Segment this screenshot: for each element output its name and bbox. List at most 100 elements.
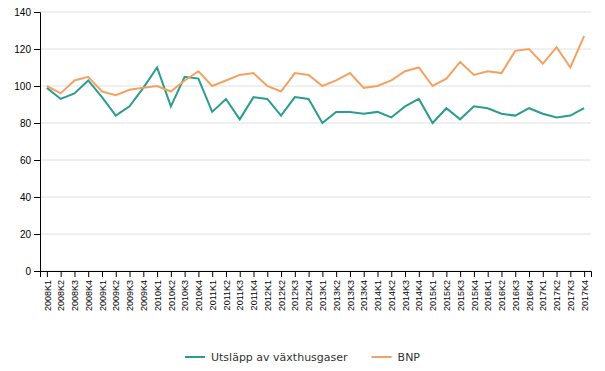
x-tick: 2008K1 bbox=[43, 271, 53, 311]
x-tick-mark bbox=[391, 271, 392, 277]
series-line bbox=[47, 68, 584, 124]
x-tick: 2013K2 bbox=[332, 271, 342, 311]
x-tick-label: 2013K2 bbox=[332, 280, 342, 311]
y-tick-mark bbox=[34, 123, 40, 124]
plot: 0204060801001201402008K12008K22008K32008… bbox=[14, 7, 591, 311]
x-tick-label: 2008K4 bbox=[84, 280, 94, 311]
x-tick-label: 2017K4 bbox=[580, 280, 590, 311]
x-axis-line bbox=[41, 272, 592, 278]
x-tick-label: 2009K1 bbox=[98, 280, 108, 311]
y-tick-mark bbox=[34, 271, 40, 272]
x-tick-mark bbox=[267, 271, 268, 277]
x-tick: 2015K4 bbox=[470, 271, 480, 311]
y-tick-mark bbox=[34, 12, 40, 13]
x-tick-mark bbox=[240, 271, 241, 277]
x-tick-mark bbox=[474, 271, 475, 277]
x-tick: 2015K1 bbox=[428, 271, 438, 311]
x-tick: 2011K1 bbox=[208, 271, 218, 310]
x-tick-label: 2011K1 bbox=[208, 280, 218, 310]
x-tick-mark bbox=[350, 271, 351, 277]
y-tick-label: 20 bbox=[20, 229, 32, 240]
y-tick-mark bbox=[34, 86, 40, 87]
x-tick-label: 2015K2 bbox=[442, 280, 452, 311]
grid-line bbox=[40, 160, 591, 161]
x-tick-mark bbox=[364, 271, 365, 277]
x-tick-mark bbox=[102, 271, 103, 277]
x-tick-label: 2011K4 bbox=[249, 280, 259, 310]
x-tick-mark bbox=[198, 271, 199, 277]
y-tick-mark bbox=[34, 234, 40, 235]
x-tick-label: 2009K3 bbox=[125, 280, 135, 311]
y-tick: 0 bbox=[25, 266, 40, 277]
x-tick-mark bbox=[157, 271, 158, 277]
x-tick: 2012K3 bbox=[290, 271, 300, 311]
x-tick-mark bbox=[130, 271, 131, 277]
x-tick-label: 2010K1 bbox=[153, 280, 163, 311]
x-tick-label: 2016K3 bbox=[511, 280, 521, 311]
legend-label: BNP bbox=[398, 351, 421, 364]
x-tick-mark bbox=[377, 271, 378, 277]
x-tick-mark bbox=[88, 271, 89, 277]
x-tick-mark bbox=[74, 271, 75, 277]
x-tick-label: 2016K4 bbox=[525, 280, 535, 311]
x-tick-label: 2014K4 bbox=[414, 280, 424, 311]
x-tick-label: 2010K4 bbox=[194, 280, 204, 311]
x-tick-label: 2017K3 bbox=[566, 280, 576, 311]
grid-line bbox=[40, 86, 591, 87]
x-tick: 2013K1 bbox=[318, 271, 328, 311]
x-tick-label: 2017K1 bbox=[538, 280, 548, 311]
x-tick: 2014K1 bbox=[373, 271, 383, 311]
x-tick: 2016K1 bbox=[483, 271, 493, 311]
x-tick-label: 2014K2 bbox=[387, 280, 397, 311]
x-tick-label: 2008K2 bbox=[56, 280, 66, 311]
y-tick: 140 bbox=[14, 7, 40, 18]
y-tick: 80 bbox=[20, 118, 40, 129]
x-tick: 2014K2 bbox=[387, 271, 397, 311]
x-tick-label: 2011K3 bbox=[235, 280, 245, 310]
x-tick: 2013K4 bbox=[359, 271, 369, 311]
x-tick-label: 2012K3 bbox=[290, 280, 300, 311]
x-tick: 2008K4 bbox=[84, 271, 94, 311]
x-tick-mark bbox=[488, 271, 489, 277]
y-tick: 120 bbox=[14, 44, 40, 55]
x-tick-mark bbox=[570, 271, 571, 277]
x-tick: 2012K2 bbox=[277, 271, 287, 311]
x-tick: 2008K2 bbox=[56, 271, 66, 311]
y-tick: 40 bbox=[20, 192, 40, 203]
legend: Utsläpp av växthusgaserBNP bbox=[185, 351, 420, 364]
x-tick-mark bbox=[446, 271, 447, 277]
x-tick-mark bbox=[557, 271, 558, 277]
x-tick-mark bbox=[419, 271, 420, 277]
x-tick-mark bbox=[584, 271, 585, 277]
x-tick-mark bbox=[515, 271, 516, 277]
x-tick-mark bbox=[405, 271, 406, 277]
x-tick-label: 2012K4 bbox=[304, 280, 314, 311]
x-tick: 2010K1 bbox=[153, 271, 163, 311]
grid-line bbox=[40, 12, 591, 13]
x-tick-mark bbox=[309, 271, 310, 277]
grid bbox=[40, 12, 591, 271]
x-tick-label: 2011K2 bbox=[222, 280, 232, 310]
x-tick-mark bbox=[433, 271, 434, 277]
x-tick-mark bbox=[226, 271, 227, 277]
y-tick-label: 120 bbox=[14, 44, 31, 55]
x-tick: 2011K4 bbox=[249, 271, 259, 310]
x-tick-label: 2016K1 bbox=[483, 280, 493, 311]
x-tick: 2016K2 bbox=[497, 271, 507, 311]
x-tick-mark bbox=[336, 271, 337, 277]
x-tick-label: 2009K4 bbox=[139, 280, 149, 311]
x-tick-label: 2012K1 bbox=[263, 280, 273, 311]
x-tick-mark bbox=[171, 271, 172, 277]
x-tick: 2010K3 bbox=[180, 271, 190, 311]
x-tick: 2010K2 bbox=[167, 271, 177, 311]
y-axis: 020406080100120140 bbox=[14, 7, 40, 277]
x-tick-mark bbox=[61, 271, 62, 277]
x-tick: 2010K4 bbox=[194, 271, 204, 311]
x-tick: 2011K2 bbox=[222, 271, 232, 310]
x-tick-label: 2015K4 bbox=[470, 280, 480, 311]
chart: 0204060801001201402008K12008K22008K32008… bbox=[0, 0, 605, 371]
x-tick: 2008K3 bbox=[70, 271, 80, 311]
grid-line bbox=[40, 123, 591, 124]
x-tick: 2017K1 bbox=[538, 271, 548, 311]
x-tick-label: 2014K3 bbox=[401, 280, 411, 311]
